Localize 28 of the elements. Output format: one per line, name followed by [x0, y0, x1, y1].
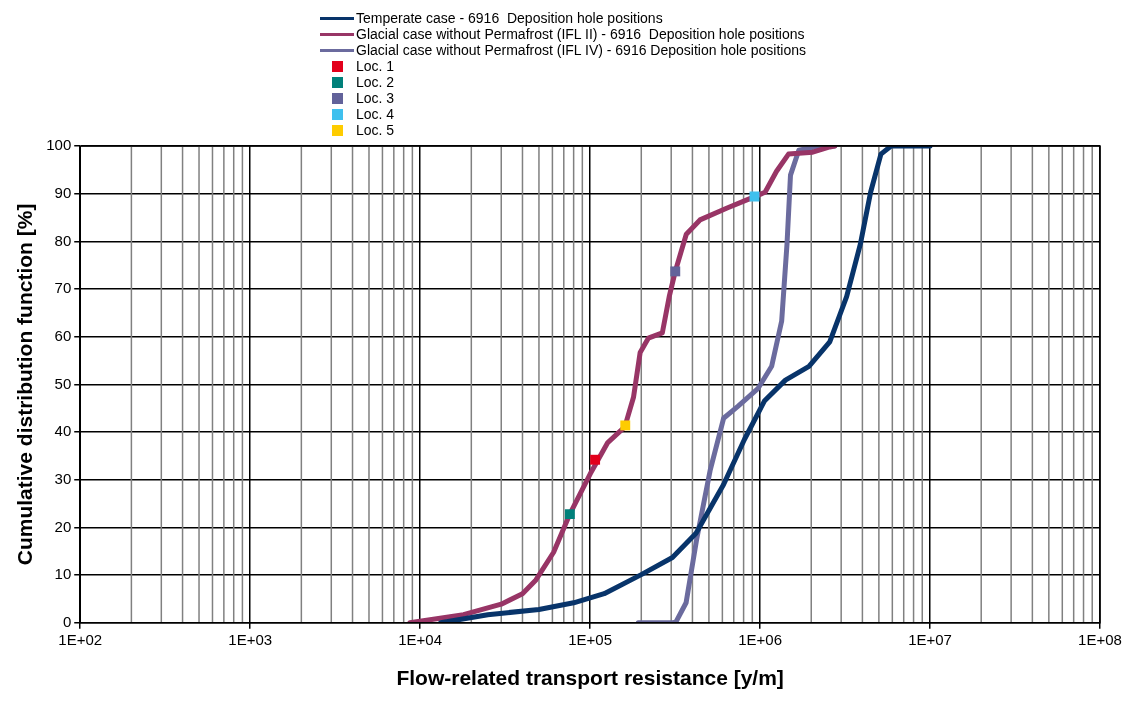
y-tick-label: 10 [54, 565, 72, 583]
y-tick-label: 60 [54, 326, 72, 344]
x-tick-label: 1E+07 [908, 630, 952, 648]
x-tick-label: 1E+05 [568, 630, 613, 648]
y-tick-label: 50 [54, 374, 72, 392]
legend-label: Loc. 1 [356, 58, 395, 74]
y-tick-label: 30 [54, 469, 72, 487]
legend-label: Loc. 2 [356, 74, 395, 90]
y-tick-label: 100 [46, 136, 72, 154]
legend-label: Loc. 5 [356, 122, 395, 138]
legend-label: Loc. 4 [356, 106, 395, 122]
legend-label: Loc. 3 [356, 90, 395, 106]
y-axis-title: Cumulative distribution function [%] [13, 203, 37, 566]
legend-label: Temperate case - 6916 Deposition hole positions [356, 10, 663, 26]
legend-label: Glacial case without Permafrost (IFL IV) - 6916 Deposition hole positions [356, 42, 807, 58]
y-tick-label: 40 [54, 422, 72, 440]
x-axis-title: Flow-related transport resistance [y/m] [396, 666, 784, 690]
x-tick-label: 1E+08 [1078, 630, 1122, 648]
legend-label: Glacial case without Permafrost (IFL II) - 6916 Deposition hole positions [356, 26, 805, 42]
y-tick-label: 70 [54, 279, 72, 297]
y-tick-label: 90 [54, 183, 72, 201]
y-tick-label: 20 [54, 517, 72, 535]
x-tick-label: 1E+03 [228, 630, 273, 648]
x-tick-label: 1E+02 [58, 630, 103, 648]
x-tick-label: 1E+04 [398, 630, 443, 648]
y-tick-label: 80 [54, 231, 72, 249]
x-tick-label: 1E+06 [738, 630, 782, 648]
y-tick-label: 0 [62, 612, 72, 630]
